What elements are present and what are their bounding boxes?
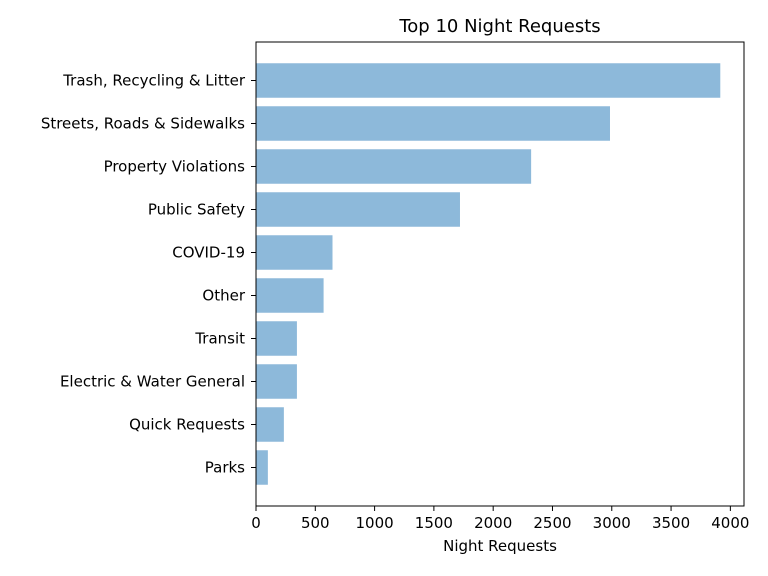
plot-frame <box>255 41 745 507</box>
y-tick-label: Trash, Recycling & Litter <box>62 72 246 90</box>
y-tick-label: Electric & Water General <box>60 373 245 391</box>
y-tick-label: Streets, Roads & Sidewalks <box>41 115 245 133</box>
y-tick-label: Quick Requests <box>129 416 245 434</box>
x-tick-label: 3000 <box>593 514 631 532</box>
y-tick-label: Other <box>202 287 245 305</box>
y-ticks-group: Trash, Recycling & Litter Streets, Roads … <box>41 72 256 477</box>
x-ticks-group: 0 500 1000 1500 2000 2500 3000 3500 4000 <box>251 506 749 532</box>
bar <box>256 149 532 184</box>
x-tick-label: 0 <box>251 514 261 532</box>
bar <box>256 63 721 98</box>
bar <box>256 278 324 313</box>
x-tick-label: 3500 <box>652 514 690 532</box>
x-tick-label: 500 <box>301 514 330 532</box>
bar <box>256 106 610 141</box>
x-tick-label: 2500 <box>533 514 571 532</box>
bar <box>256 450 268 485</box>
x-tick-label: 2000 <box>474 514 512 532</box>
bar <box>256 321 297 356</box>
chart-title: Top 10 Night Requests <box>398 16 600 37</box>
y-tick-label: Public Safety <box>148 201 245 219</box>
bar <box>256 192 460 227</box>
y-tick-label: Parks <box>205 459 245 477</box>
x-tick-label: 1000 <box>355 514 393 532</box>
y-tick-label: COVID-19 <box>172 244 245 262</box>
x-tick-label: 4000 <box>711 514 749 532</box>
bar <box>256 364 297 399</box>
bars-group <box>256 63 721 485</box>
bar <box>256 235 333 270</box>
x-axis-label: Night Requests <box>443 537 557 555</box>
y-tick-label: Property Violations <box>104 158 246 176</box>
x-tick-label: 1500 <box>415 514 453 532</box>
y-tick-label: Transit <box>194 330 245 348</box>
bar <box>256 407 284 442</box>
